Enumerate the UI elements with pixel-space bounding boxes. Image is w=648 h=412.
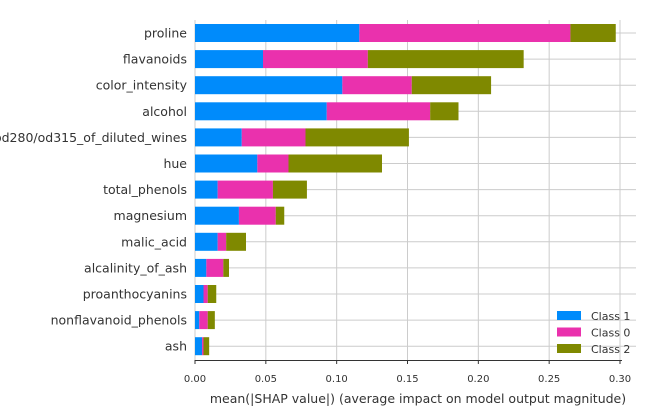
category-label: od280/od315_of_diluted_wines (0, 130, 187, 145)
x-axis-title: mean(|SHAP value|) (average impact on mo… (210, 391, 626, 406)
bar-segment (195, 232, 218, 251)
bar-segment (238, 206, 276, 225)
x-tick-label: 0.30 (609, 374, 631, 385)
bar-segment (326, 102, 431, 121)
category-label: color_intensity (96, 78, 188, 93)
bar-segment (217, 180, 273, 199)
bar-segment (195, 311, 200, 330)
bars (195, 24, 616, 356)
category-label: nonflavanoid_phenols (51, 313, 187, 328)
bar-segment (195, 102, 327, 121)
legend: Class 1 Class 0 Class 2 (557, 310, 630, 356)
category-label: proline (144, 26, 187, 41)
bar-segment (367, 50, 524, 69)
category-label: alcohol (142, 104, 187, 119)
bar-segment (217, 232, 227, 251)
category-label: proanthocyanins (83, 287, 187, 302)
category-label: ash (165, 339, 187, 354)
bar-segment (195, 24, 360, 42)
category-label: malic_acid (121, 234, 187, 249)
bar-segment (207, 311, 215, 330)
category-label: alcalinity_of_ash (84, 260, 187, 275)
bar-segment (288, 154, 382, 173)
bar-segment (226, 232, 246, 251)
bar-segment (305, 128, 409, 147)
legend-swatch (557, 311, 581, 320)
bar-segment (195, 180, 218, 199)
bar-segment (411, 76, 492, 95)
bar-segment (359, 24, 571, 42)
x-tick-label: 0.25 (538, 374, 560, 385)
legend-label: Class 0 (591, 327, 630, 340)
bar-segment (206, 258, 224, 277)
category-label: hue (163, 156, 187, 171)
category-label: magnesium (114, 208, 187, 223)
category-label: flavanoids (123, 52, 187, 67)
x-axis-ticks: 0.00 0.05 0.10 0.15 0.20 0.25 0.30 (184, 360, 631, 385)
x-tick-label: 0.15 (396, 374, 418, 385)
bar-segment (203, 337, 210, 356)
bar-segment (257, 154, 289, 173)
bar-segment (195, 154, 258, 173)
bar-segment (275, 206, 285, 225)
x-tick-label: 0.10 (326, 374, 348, 385)
bar-segment (430, 102, 459, 121)
legend-swatch (557, 344, 581, 353)
bar-segment (241, 128, 306, 147)
bar-segment (199, 311, 208, 330)
bar-segment (263, 50, 368, 69)
bar-segment (195, 258, 207, 277)
bar-segment (195, 206, 239, 225)
legend-label: Class 1 (591, 310, 630, 323)
bar-segment (203, 285, 208, 303)
bar-segment (195, 337, 203, 356)
bar-segment (195, 50, 263, 69)
bar-segment (342, 76, 412, 95)
x-tick-label: 0.00 (184, 374, 206, 385)
bar-segment (223, 258, 229, 277)
bar-segment (195, 128, 242, 147)
bar-segment (202, 337, 204, 356)
x-tick-label: 0.20 (467, 374, 489, 385)
bar-segment (272, 180, 307, 199)
bar-segment (195, 285, 204, 303)
category-label: total_phenols (103, 182, 187, 197)
bar-segment (570, 24, 616, 42)
x-tick-label: 0.05 (255, 374, 277, 385)
legend-label: Class 2 (591, 343, 630, 356)
bar-segment (207, 285, 217, 303)
bar-segment (195, 76, 343, 95)
legend-swatch (557, 327, 581, 337)
